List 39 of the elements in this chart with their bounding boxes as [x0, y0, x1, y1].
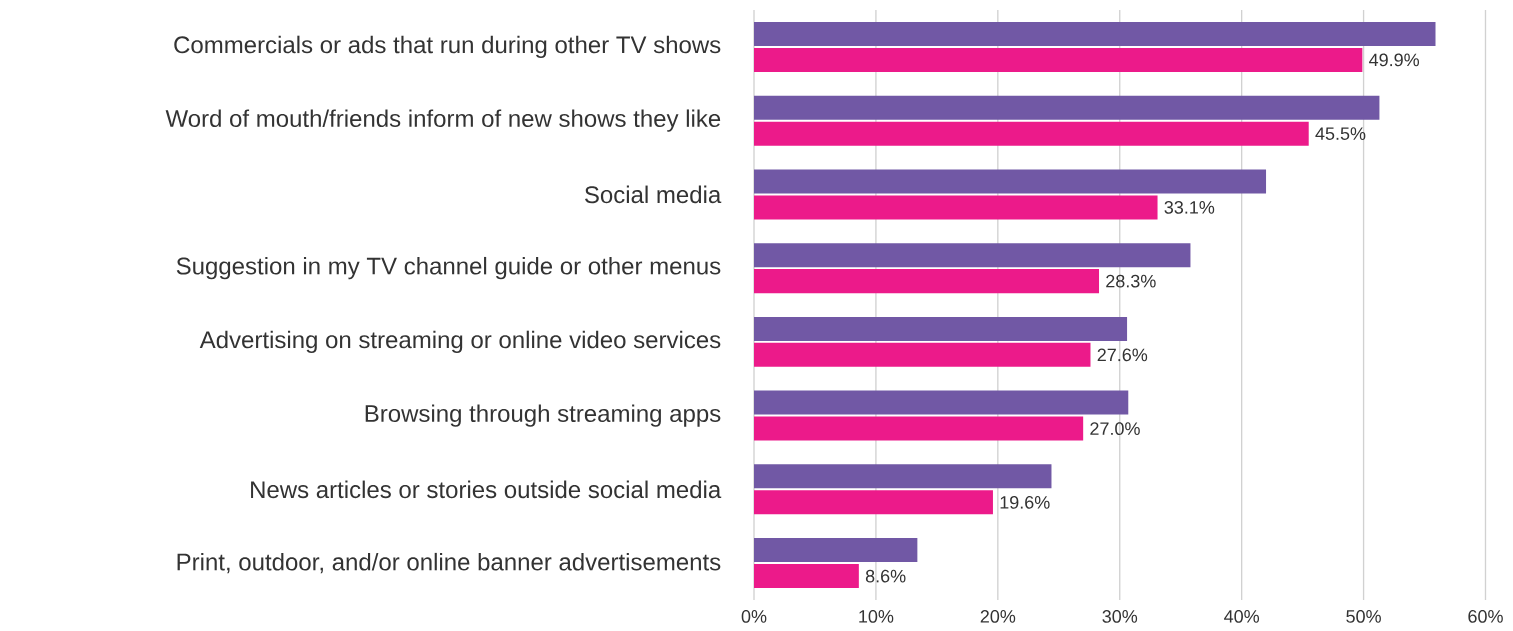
x-tick-label: 60% — [1468, 610, 1503, 623]
y-tick-label: Print, outdoor, and/or online banner advertisements — [177, 552, 721, 574]
bar — [754, 416, 1084, 441]
bar — [754, 21, 1436, 46]
bar — [754, 342, 1091, 367]
data-label: 27.0% — [1090, 422, 1140, 435]
bar — [754, 195, 1158, 220]
data-label: 45.5% — [1315, 127, 1366, 140]
y-tick-label: News articles or stories outside social media — [251, 480, 722, 499]
x-tick-label: 20% — [980, 610, 1016, 623]
bar — [754, 564, 859, 589]
bar — [754, 390, 1129, 415]
bar — [754, 169, 1267, 194]
y-tick-label: Social media — [584, 185, 722, 204]
y-tick-label: Browsing through streaming apps — [365, 404, 721, 427]
x-tick-label: 50% — [1346, 610, 1381, 623]
bar — [754, 243, 1191, 268]
bar — [754, 538, 918, 563]
y-tick-label: Advertising on streaming or online video services — [199, 330, 721, 354]
x-tick-label: 30% — [1102, 610, 1138, 623]
y-tick-label: Commercials or ads that run during other TV shows — [174, 35, 721, 59]
data-label: 19.6% — [1000, 496, 1050, 509]
x-tick-label: 10% — [859, 610, 894, 623]
bar — [754, 121, 1309, 146]
data-label: 33.1% — [1164, 201, 1215, 214]
bar — [754, 316, 1128, 341]
y-tick-label: Suggestion in my TV channel guide or other menus — [176, 256, 721, 280]
x-tick-label: 0% — [741, 610, 767, 623]
bar — [754, 490, 993, 515]
bar — [754, 269, 1100, 294]
data-label: 8.6% — [865, 569, 906, 583]
bar — [754, 47, 1363, 72]
data-label: 27.6% — [1097, 348, 1148, 362]
data-label: 49.9% — [1369, 53, 1420, 67]
data-label: 28.3% — [1106, 274, 1156, 288]
bar — [754, 464, 1052, 489]
x-tick-label: 40% — [1224, 610, 1260, 623]
bar — [754, 95, 1380, 120]
y-tick-label: Word of mouth/friends inform of new shows they like — [165, 109, 721, 132]
